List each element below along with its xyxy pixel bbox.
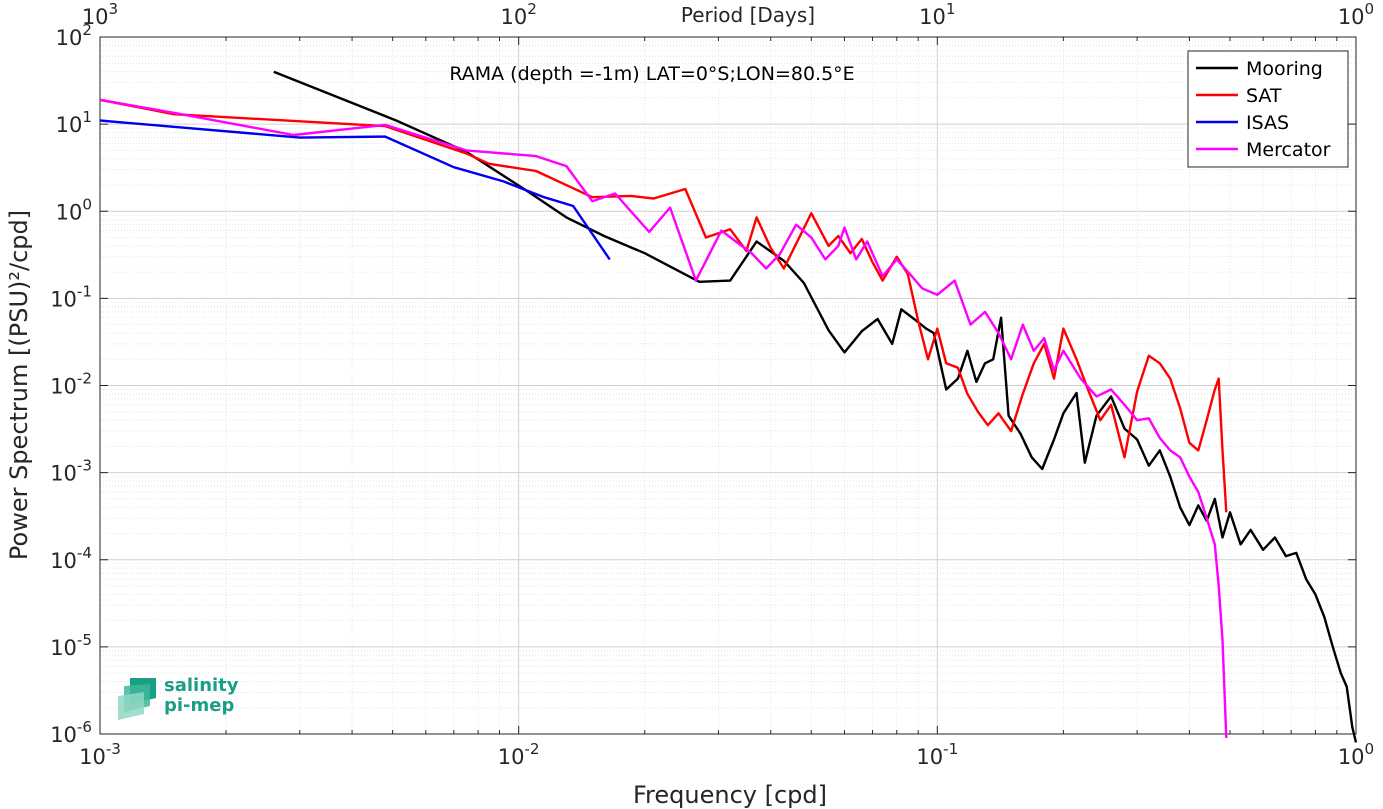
grid [99, 36, 1357, 735]
salinity-pi-mep-logo: salinity pi-mep [116, 670, 256, 726]
chart-title: RAMA (depth =-1m) LAT=0°S;LON=80.5°E [449, 63, 854, 85]
legend: Mooring SAT ISAS Mercator [1187, 50, 1349, 168]
legend-label-mooring: Mooring [1246, 58, 1323, 80]
top-tick-label: 101 [919, 0, 955, 29]
legend-label-isas: ISAS [1246, 112, 1289, 134]
x-tick-label: 10-2 [498, 740, 540, 769]
series-line-sat [99, 98, 1228, 513]
y-tick-label: 10-6 [50, 718, 92, 747]
series-lines [99, 70, 1358, 743]
x-tick-label: 100 [1338, 740, 1374, 769]
y-tick-label: 10-2 [50, 370, 92, 399]
logo-text-line-1: salinity [164, 675, 239, 696]
top-tick-label: 100 [1338, 0, 1374, 29]
y-tick-label: 10-4 [50, 544, 92, 573]
top-tick-label: 102 [500, 0, 536, 29]
x-tick-label: 10-1 [916, 740, 958, 769]
top-tick-label: 103 [82, 0, 118, 29]
top-x-axis-label: Period [Days] [681, 3, 815, 27]
y-tick-label: 102 [56, 21, 92, 50]
x-tick-label: 10-3 [79, 740, 121, 769]
y-tick-label: 101 [56, 108, 92, 137]
series-line-mooring [273, 70, 1358, 743]
series-line-mercator [99, 98, 1228, 739]
series-line-isas [99, 119, 611, 261]
y-tick-label: 100 [56, 195, 92, 224]
y-tick-label: 10-3 [50, 457, 92, 486]
y-tick-label: 10-5 [50, 631, 92, 660]
y-axis-label: Power Spectrum [(PSU)²/cpd] [5, 210, 33, 560]
top-x-ticks: 103 102 101 100 [82, 0, 1374, 29]
legend-box [1187, 50, 1349, 168]
y-ticks: 10-6 10-5 10-4 10-3 10-2 10-1 100 101 102 [50, 21, 1356, 747]
bottom-x-ticks: 10-3 10-2 10-1 100 [79, 37, 1374, 769]
logo-text-line-2: pi-mep [164, 695, 235, 716]
y-tick-label: 10-1 [50, 282, 92, 311]
legend-label-sat: SAT [1246, 85, 1282, 107]
legend-label-mercator: Mercator [1246, 139, 1331, 161]
logo-mark-icon [118, 678, 156, 720]
x-axis-label: Frequency [cpd] [633, 781, 827, 809]
